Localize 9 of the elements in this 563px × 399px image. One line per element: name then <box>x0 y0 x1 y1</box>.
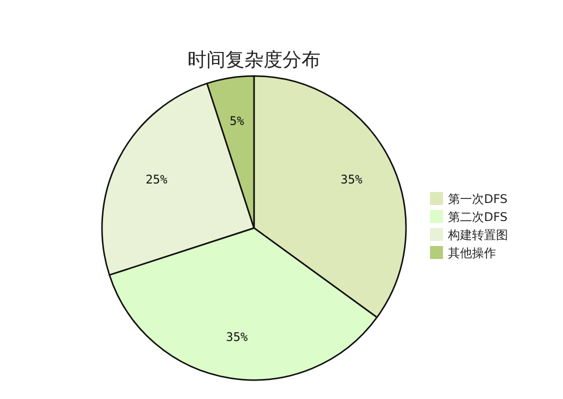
data-label: 35% <box>226 330 248 344</box>
legend-label: 第一次DFS <box>448 192 508 206</box>
legend-label: 其他操作 <box>448 246 496 260</box>
data-label: 35% <box>340 172 364 186</box>
legend-label: 第二次DFS <box>448 210 508 224</box>
chart-title: 时间复杂度分布 <box>188 49 320 71</box>
data-label: 25% <box>146 172 168 186</box>
data-label: 5% <box>230 114 245 128</box>
legend-label: 构建转置图 <box>447 228 508 242</box>
